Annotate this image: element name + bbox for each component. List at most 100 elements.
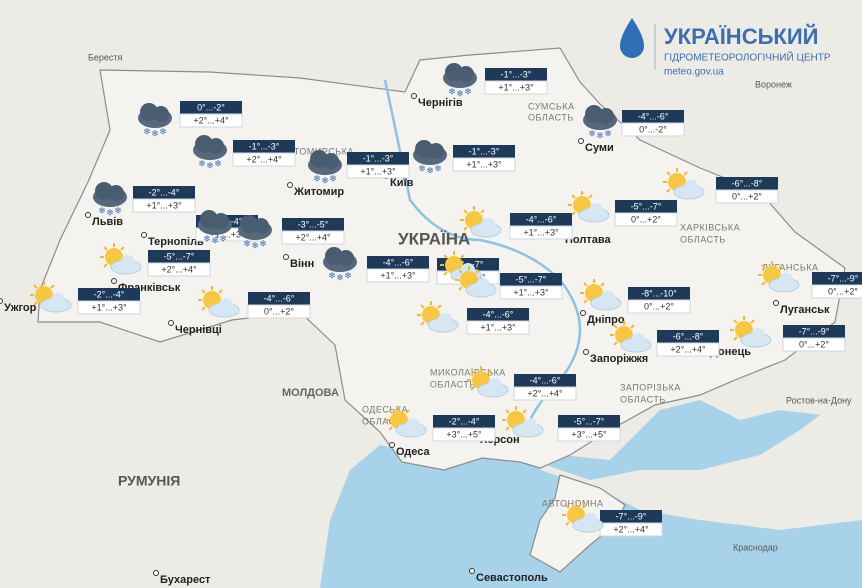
logo: УКРАЇНСЬКИЙ ГІДРОМЕТЕОРОЛОГІЧНИЙ ЦЕНТР m…	[620, 18, 831, 78]
day-temp: 0°...-2°	[639, 124, 667, 134]
sun-ray	[218, 289, 223, 294]
region-label: ОДЕСЬКА	[362, 404, 408, 414]
forecast: -5°...-7° +3°...+5°	[502, 406, 621, 442]
sun-ray	[120, 246, 125, 251]
sun-ray	[33, 301, 38, 306]
sun-ray	[571, 211, 576, 216]
sun-ray	[201, 289, 206, 294]
sun-ray	[443, 254, 448, 259]
forecast: -6°...-8° +2°...+4°	[610, 321, 720, 357]
sun-ray	[480, 209, 485, 214]
cloud	[253, 218, 269, 234]
city-label: Чернігів	[418, 97, 463, 109]
sun-ray	[388, 426, 393, 431]
snowflake: ❄	[203, 233, 211, 243]
day-temp: 0°...+2°	[799, 339, 829, 349]
logo-url: meteo.gov.ua	[664, 67, 724, 78]
city-label: Донець	[710, 346, 751, 358]
city-dot	[153, 570, 159, 576]
day-box	[782, 337, 846, 352]
city-label: Київ	[390, 177, 414, 189]
forecast: -3°...-5°+2°...+4°❄ ❄ ❄	[238, 215, 345, 250]
night-box	[282, 218, 344, 231]
forecast: -8°...-10° 0°...+2°	[580, 279, 691, 314]
night-box	[514, 374, 576, 387]
city-label: Бухарест	[160, 574, 211, 586]
cloud	[458, 66, 474, 82]
sun-ray	[463, 209, 468, 214]
night-box	[248, 292, 310, 305]
city-label: Воронеж	[755, 79, 792, 89]
cloud	[598, 108, 614, 124]
cloud	[213, 213, 229, 229]
night-box	[433, 415, 495, 428]
night-box	[510, 213, 572, 226]
day-box	[484, 80, 548, 95]
sun-ray	[201, 306, 206, 311]
night-box	[716, 177, 778, 190]
night-box	[148, 250, 210, 263]
city-label: Дніпро	[587, 314, 625, 326]
day-box	[147, 262, 211, 277]
snowflake: ❄	[604, 128, 612, 138]
snowflake: ❄	[219, 233, 227, 243]
night-temp: -5°...-7°	[164, 251, 195, 261]
cloud	[488, 378, 502, 392]
forecast: -1°...-3°+2°...+4°❄ ❄ ❄	[193, 135, 296, 170]
sun-ray	[460, 254, 465, 259]
snowflake: ❄	[114, 205, 122, 215]
cloud	[601, 291, 615, 305]
day-box	[281, 230, 345, 245]
forecast: -5°...-7° +1°...+3°	[455, 266, 563, 300]
sun-ray	[778, 264, 783, 269]
city-dot	[0, 298, 3, 304]
city-label: Львів	[92, 216, 123, 228]
snowflake: ❄	[211, 235, 219, 245]
forecast: -1°...-3°+1°...+3°❄ ❄ ❄	[443, 63, 548, 98]
forecast: -4°...-6°0°...-2°❄ ❄ ❄	[583, 105, 685, 140]
day-box	[466, 320, 530, 335]
night-box	[78, 288, 140, 301]
day-box	[366, 268, 430, 283]
day-box	[513, 386, 577, 401]
city-dot	[773, 300, 779, 306]
cloud	[583, 513, 597, 527]
city-label: Житомир	[293, 186, 344, 198]
night-temp: -7°...-9°	[616, 511, 647, 521]
city-dot	[287, 182, 293, 188]
sun-ray	[600, 282, 605, 287]
day-box	[627, 299, 691, 314]
snowflake: ❄	[143, 126, 151, 136]
sun-ray	[405, 409, 410, 414]
snowflake: ❄	[329, 173, 337, 183]
sun-ray	[588, 194, 593, 199]
night-box	[347, 152, 409, 165]
cloud	[406, 418, 420, 432]
night-temp: -4°...-6°	[638, 111, 669, 121]
city-dot	[389, 442, 395, 448]
day-box	[811, 284, 862, 299]
night-box	[615, 200, 677, 213]
snowflake: ❄	[313, 173, 321, 183]
sun-ray	[470, 369, 475, 374]
country-label: МОЛДОВА	[282, 387, 339, 399]
day-box	[621, 122, 685, 137]
night-box	[233, 140, 295, 153]
cloud	[589, 203, 603, 217]
sun-ray	[613, 341, 618, 346]
forecast: -5°...-7° 0°...+2°	[568, 191, 678, 227]
night-temp: -7°...-9°	[828, 273, 859, 283]
night-box	[657, 330, 719, 343]
forecast: -4°...-6° +1°...+3°	[460, 206, 573, 240]
cloud	[523, 418, 537, 432]
sun-ray	[750, 319, 755, 324]
sun-ray	[666, 171, 671, 176]
day-box	[499, 285, 563, 300]
night-temp: -1°...-3°	[249, 141, 280, 151]
cloud	[153, 106, 169, 122]
sun-ray	[437, 304, 442, 309]
city-label: Чернівці	[175, 324, 222, 336]
day-temp: 0°...+2°	[264, 306, 294, 316]
night-temp: -4°...-6°	[264, 293, 295, 303]
night-temp: -5°...-7°	[516, 274, 547, 284]
